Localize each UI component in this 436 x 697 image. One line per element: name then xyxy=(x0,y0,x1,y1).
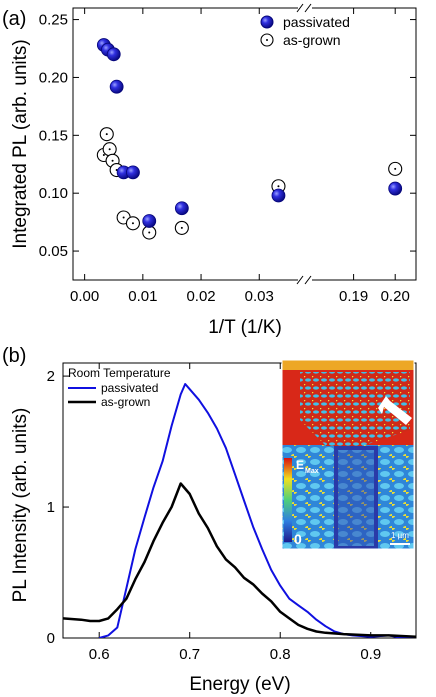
point-as-grown-dot-8 xyxy=(180,226,183,229)
series-line-as-grown xyxy=(63,482,416,638)
y-axis-b-ticks: 0 1 2 xyxy=(47,368,69,647)
x-tick-label-b-0: 0.6 xyxy=(89,646,110,663)
point-as-grown-dot-0 xyxy=(102,153,105,156)
point-passivated-9 xyxy=(388,181,403,196)
legend-a-label-passivated: passivated xyxy=(283,14,350,30)
legend-a-label-as-grown: as-grown xyxy=(283,32,341,48)
panel-b-label: (b) xyxy=(2,345,26,367)
x-tick-label-a-0: 0.00 xyxy=(70,288,99,305)
legend-b-label-as-grown: as-grown xyxy=(101,395,150,409)
point-passivated-8 xyxy=(271,188,286,203)
y-tick-label-a-2: 0.15 xyxy=(39,127,68,144)
x-tick-label-a-1: 0.01 xyxy=(128,288,157,305)
legend-b: Room Temperature passivated as-grown xyxy=(68,366,171,409)
point-as-grown-dot-2 xyxy=(108,148,111,151)
x-axis-b-label: Energy (eV) xyxy=(189,674,290,695)
panel-b: (b) 0 1 2 0.6 0.7 0.8 0.9 Room Temperature pa… xyxy=(2,345,417,695)
y-tick-label-a-1: 0.10 xyxy=(39,185,68,202)
point-passivated-6 xyxy=(142,214,157,228)
y-tick-label-b-0: 0 xyxy=(47,630,55,647)
y-tick-label-a-3: 0.20 xyxy=(39,69,68,86)
x-tick-label-b-1: 0.7 xyxy=(179,646,200,663)
y-tick-label-b-1: 1 xyxy=(47,499,55,516)
point-as-grown-dot-6 xyxy=(131,222,134,225)
point-passivated-3 xyxy=(109,79,124,94)
x-tick-label-a-2: 0.02 xyxy=(186,288,215,305)
point-as-grown-dot-5 xyxy=(122,216,125,219)
x-axis-break-marker xyxy=(296,3,312,285)
plot-b-frame xyxy=(62,362,417,639)
colorbar-max-label: E xyxy=(296,458,304,472)
point-as-grown-dot-9 xyxy=(277,185,280,188)
y-axis-a-label: Integrated PL (arb. units) xyxy=(10,39,31,248)
panel-a-label: (a) xyxy=(2,8,26,30)
point-passivated-2 xyxy=(106,47,121,62)
plot-a-points xyxy=(96,38,403,240)
x-axis-a-label: 1/T (1/K) xyxy=(208,317,282,338)
colorbar-max-sub: Max xyxy=(305,468,319,475)
x-tick-label-b-3: 0.9 xyxy=(360,646,381,663)
plot-a-frame xyxy=(72,7,417,281)
x-axis-a-ticks: 0.00 0.01 0.02 0.03 0.19 0.20 xyxy=(70,8,410,305)
y-tick-label-b-2: 2 xyxy=(47,368,55,385)
x-tick-label-a-5: 0.20 xyxy=(381,288,410,305)
y-axis-a-ticks: 0.05 0.10 0.15 0.20 0.25 xyxy=(39,12,416,260)
legend-b-title: Room Temperature xyxy=(68,366,171,380)
y-axis-b-label: PL Intensity (arb. units) xyxy=(10,408,31,603)
point-passivated-7 xyxy=(174,201,189,216)
scale-bar-label: 1 µm xyxy=(391,531,409,540)
y-tick-label-a-4: 0.25 xyxy=(39,12,68,29)
point-passivated-5 xyxy=(126,165,140,180)
legend-b-label-passivated: passivated xyxy=(101,381,158,395)
inset-frame xyxy=(281,359,415,550)
x-tick-label-b-2: 0.8 xyxy=(270,646,291,663)
legend-a-marker-as-grown-dot xyxy=(266,39,268,41)
y-tick-label-a-0: 0.05 xyxy=(39,243,68,260)
panel-a: (a) 0.050.100.150.200.25 0.00 0.01 0.02 0.0… xyxy=(2,3,417,338)
colorbar xyxy=(284,458,292,542)
arrow-icon xyxy=(378,396,412,425)
plot-b-lines xyxy=(63,383,416,638)
colorbar-min-label: 0 xyxy=(294,531,302,547)
point-as-grown-dot-7 xyxy=(148,231,151,234)
x-tick-label-a-4: 0.19 xyxy=(339,288,368,305)
x-axis-b-ticks: 0.6 0.7 0.8 0.9 xyxy=(89,363,381,663)
inset-image: E Max 0 1 µm xyxy=(282,360,414,549)
point-as-grown-dot-10 xyxy=(394,167,397,170)
legend-a-marker-passivated xyxy=(260,15,274,29)
x-tick-label-a-3: 0.03 xyxy=(245,288,274,305)
legend-a: passivated as-grown xyxy=(260,14,350,48)
point-as-grown-dot-3 xyxy=(111,159,114,162)
point-as-grown-dot-1 xyxy=(105,133,108,136)
